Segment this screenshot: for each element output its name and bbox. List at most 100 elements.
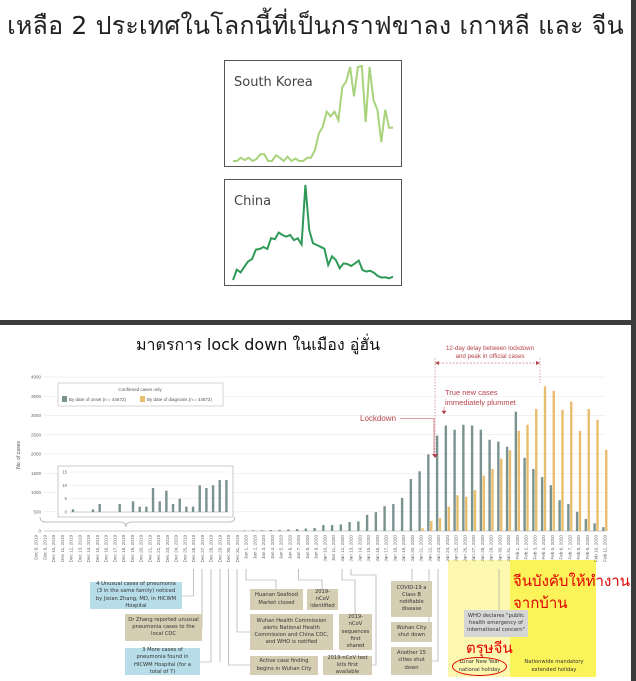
inset-bar-onset xyxy=(145,506,148,512)
x-tick-label: Dec 13, 2019 xyxy=(77,535,82,563)
x-tick-label: Dec 26, 2019 xyxy=(191,535,196,563)
bars xyxy=(243,386,608,531)
x-tick-label: Jan 10, 2020 xyxy=(322,535,327,562)
bar-diagnosis xyxy=(508,450,512,531)
x-tick-label: Dec 8, 2019 xyxy=(34,535,39,560)
bar-onset xyxy=(462,424,465,531)
y-tick-label: 3000 xyxy=(31,413,42,418)
inset-y-tick-label: 10 xyxy=(62,483,67,488)
legend-title: Confirmed cases only xyxy=(118,387,162,392)
inset-bar-onset xyxy=(91,509,95,512)
bar-onset xyxy=(470,425,474,531)
event-market-closed: Huanan Seafood Market closed xyxy=(250,589,303,610)
section-divider xyxy=(0,320,636,325)
x-tick-label: Feb 5, 2020 xyxy=(550,535,555,560)
x-tick-label: Dec 24, 2019 xyxy=(174,535,179,563)
event-more-cases: 3 More cases of pneumonia found in HICWM… xyxy=(125,647,200,675)
china-chart: China xyxy=(224,179,402,286)
x-tick-label: Jan 11, 2020 xyxy=(331,535,336,562)
inset-bar-onset xyxy=(211,485,215,512)
x-tick-label: Jan 8, 2020 xyxy=(305,535,310,559)
covid-cases-bar-chart: 0 500 1000 1500 2000 2500 3000 3500 4000 No. of … xyxy=(16,345,608,666)
x-tick-label: Dec 16, 2019 xyxy=(104,535,109,563)
delay-annotation-line2: and peak in official cases xyxy=(455,353,524,360)
event-15-cities-shutdown: Another 15 cities shut down xyxy=(391,647,432,675)
y-tick-label: 2000 xyxy=(31,452,42,457)
bar-onset xyxy=(549,485,553,531)
bar-diagnosis xyxy=(430,520,433,531)
delay-annotation-line1: 12-day delay between lockdown xyxy=(446,345,535,352)
inset-brace xyxy=(39,516,236,528)
x-tick-label: Jan 31, 2020 xyxy=(506,535,511,562)
bar-onset xyxy=(558,500,561,531)
x-tick-label: Jan 7, 2020 xyxy=(296,535,301,559)
x-tick-label: Jan 16, 2020 xyxy=(375,535,380,562)
x-tick-label: Dec 20, 2019 xyxy=(139,535,144,563)
x-tick-label: Jan 30, 2020 xyxy=(497,535,502,562)
inset-bar-onset xyxy=(98,504,101,512)
lockdown-pointer xyxy=(400,418,435,455)
bar-onset xyxy=(269,530,273,531)
x-tick-label: Jan 24, 2020 xyxy=(445,535,450,562)
bar-onset xyxy=(435,435,439,531)
y-axis-label: No. of cases xyxy=(16,441,22,469)
x-tick-label: Jan 15, 2020 xyxy=(366,535,371,562)
event-who-notified: Wuhan Health Commission alerts National … xyxy=(250,614,333,650)
bar-diagnosis xyxy=(578,430,582,531)
inset-bar-onset xyxy=(131,501,135,512)
bar-onset xyxy=(593,523,596,531)
x-tick-label: Dec 31, 2019 xyxy=(235,535,240,563)
bar-onset xyxy=(453,429,456,531)
x-tick-label: Feb 10, 2020 xyxy=(594,535,599,563)
x-tick-label: Dec 25, 2019 xyxy=(182,535,187,563)
bar-diagnosis xyxy=(447,506,450,531)
bar-onset xyxy=(567,504,570,531)
bar-onset xyxy=(348,522,351,531)
bar-onset xyxy=(278,529,281,531)
x-tick-label: Dec 28, 2019 xyxy=(209,535,214,563)
y-tick-label: 3500 xyxy=(31,394,42,399)
bar-onset xyxy=(427,454,430,531)
china-line xyxy=(232,184,394,281)
event-class-b-disease: COVID-19 a Class B notifiable disease xyxy=(391,581,432,617)
south-korea-chart: South Korea xyxy=(224,60,402,167)
work-from-home-line2: จากบ้าน xyxy=(513,594,568,612)
inset-bar-onset xyxy=(198,485,201,512)
event-wuhan-shutdown: Wuhan City shut down xyxy=(391,622,432,642)
x-tick-label: Dec 14, 2019 xyxy=(86,535,91,563)
x-tick-label: Dec 17, 2019 xyxy=(112,535,117,563)
plummet-annotation-line2: immediately plummet xyxy=(445,398,517,407)
bar-onset xyxy=(400,497,404,531)
x-tick-label: Dec 15, 2019 xyxy=(95,535,100,563)
bar-onset xyxy=(383,506,386,531)
lunar-new-year-circle xyxy=(452,657,507,676)
bar-diagnosis xyxy=(465,496,468,531)
y-tick-label: 0 xyxy=(38,529,41,534)
x-tick-label: Jan 22, 2020 xyxy=(427,535,432,562)
x-tick-label: Feb 6, 2020 xyxy=(559,535,564,560)
bar-onset xyxy=(374,512,378,531)
bar-onset xyxy=(488,439,491,531)
event-active-case-finding: Active case finding begins in Wuhan City xyxy=(250,656,318,675)
x-tick-label: Jan 21, 2020 xyxy=(419,535,424,562)
event-sequences-shared: 2019-nCoV sequences first shared xyxy=(339,614,372,650)
bar-onset xyxy=(575,511,579,531)
x-tick-label: Jan 20, 2020 xyxy=(410,535,415,562)
bar-onset xyxy=(287,529,290,531)
x-tick-label: Feb 11, 2020 xyxy=(602,535,607,562)
x-axis-labels: Dec 8, 2019 Dec 9, 2019 Dec 10, 2019 Dec 11… xyxy=(34,535,608,563)
x-tick-label: Jan 5, 2020 xyxy=(279,535,284,559)
bar-diagnosis xyxy=(517,430,520,531)
bar-diagnosis xyxy=(456,495,459,531)
frame-border-right xyxy=(631,0,636,681)
x-tick-label: Dec 29, 2019 xyxy=(217,535,222,563)
inset-bar-onset xyxy=(205,488,208,512)
inset-bar-onset xyxy=(158,501,161,512)
x-tick-label: Dec 22, 2019 xyxy=(156,535,161,563)
bar-diagnosis xyxy=(605,449,608,531)
y-tick-label: 1500 xyxy=(31,471,42,476)
bar-diagnosis xyxy=(570,401,573,531)
timeline-connectors xyxy=(182,569,500,666)
bar-diagnosis xyxy=(500,458,503,531)
y-tick-label: 2500 xyxy=(31,432,42,437)
